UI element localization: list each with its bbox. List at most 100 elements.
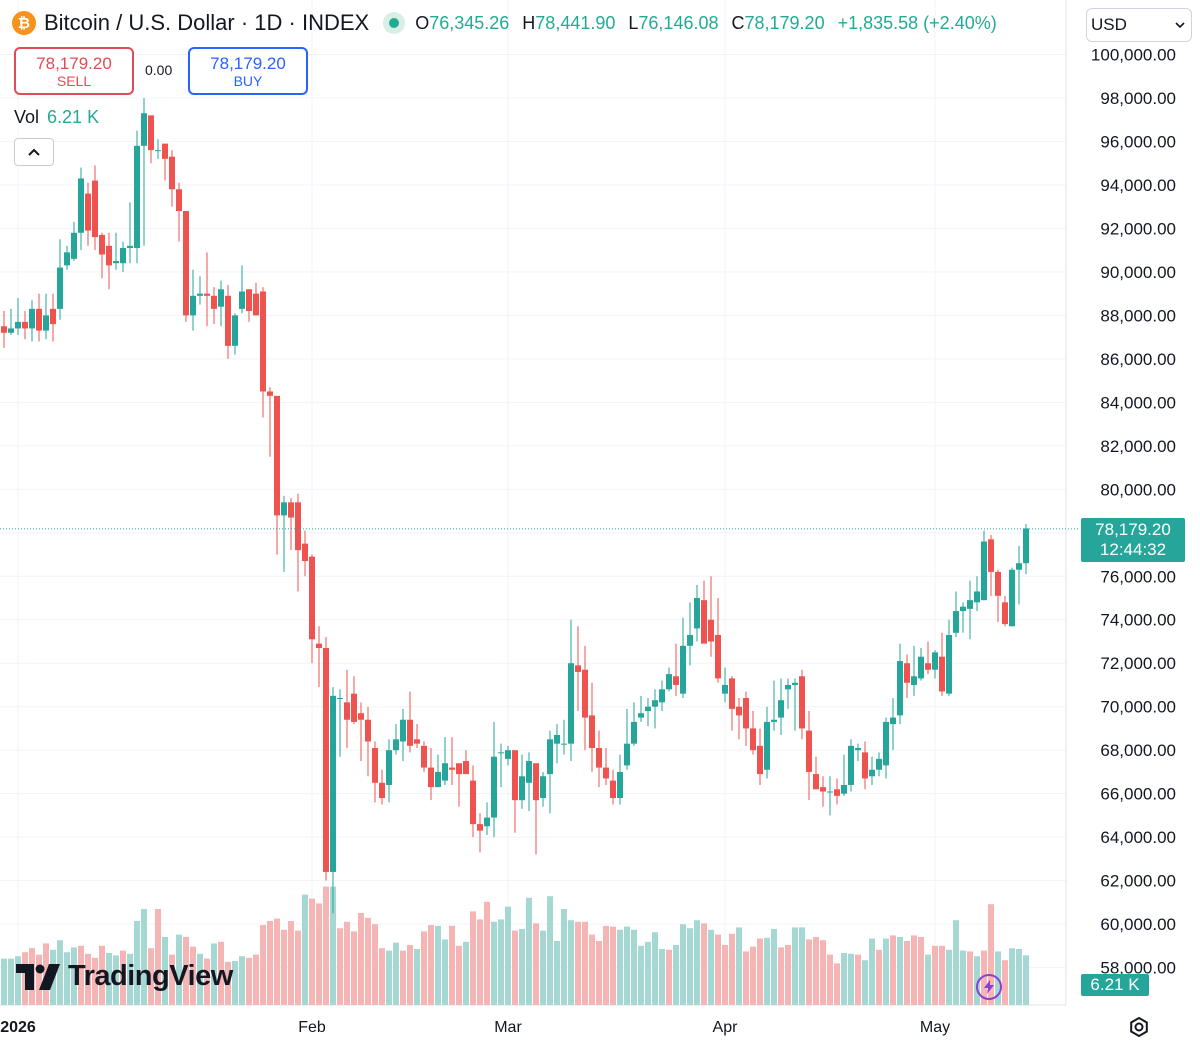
buy-button[interactable]: 78,179.20 BUY	[188, 47, 308, 95]
volume-bar	[638, 945, 644, 1005]
candle-body	[421, 745, 427, 768]
candle-body	[204, 293, 210, 296]
volume-bar	[526, 897, 532, 1005]
volume-bar	[624, 926, 630, 1005]
volume-bar	[449, 925, 455, 1005]
lightning-icon[interactable]	[976, 974, 1002, 1000]
x-tick-label: May	[920, 1019, 950, 1036]
volume-bar	[666, 949, 672, 1005]
volume-bar	[78, 945, 84, 1005]
change-value: +1,835.58 (+2.40%)	[837, 12, 997, 33]
candle-body	[246, 289, 252, 312]
volume-bar	[169, 954, 175, 1005]
volume-bar	[750, 946, 756, 1005]
currency-select[interactable]: USD	[1086, 8, 1192, 42]
candle-body	[897, 661, 903, 716]
candle-body	[302, 543, 308, 562]
volume-bar	[617, 929, 623, 1005]
market-status-icon[interactable]	[383, 12, 406, 34]
volume-bar	[36, 954, 42, 1005]
candle-body	[386, 750, 392, 785]
candle-body	[729, 678, 735, 709]
volume-bar	[498, 919, 504, 1005]
volume-bar	[778, 947, 784, 1005]
tradingview-logo[interactable]: TradingView	[16, 960, 233, 993]
volume-bar	[365, 917, 371, 1005]
volume-bar	[764, 937, 770, 1005]
volume-bar	[323, 886, 329, 1005]
candle-body	[995, 571, 1001, 596]
candle-body	[92, 180, 98, 238]
candle-body	[407, 719, 413, 746]
candle-body	[78, 178, 84, 233]
volume-bar	[932, 945, 938, 1005]
volume-bar	[925, 954, 931, 1005]
candle-body	[904, 663, 910, 683]
symbol-title[interactable]: Bitcoin / U.S. Dollar · 1D · INDEX	[44, 10, 370, 35]
candle-body	[288, 502, 294, 518]
candle-body	[190, 295, 196, 316]
volume-bar	[337, 928, 343, 1005]
candle-body	[722, 684, 728, 694]
x-tick-label: 2026	[0, 1019, 36, 1036]
last-price-tag: 78,179.20 12:44:32	[1081, 518, 1185, 562]
volume-bar	[71, 947, 77, 1005]
candle-body	[127, 245, 133, 248]
volume-bar	[183, 937, 189, 1005]
volume-bar	[806, 939, 812, 1005]
y-tick-label: 98,000.00	[1100, 89, 1176, 108]
y-tick-label: 92,000.00	[1100, 219, 1176, 238]
y-tick-label: 76,000.00	[1100, 567, 1176, 586]
high-label: H	[522, 12, 536, 33]
volume-bar	[204, 958, 210, 1005]
candle-body	[596, 748, 602, 768]
chevron-down-icon	[1175, 22, 1185, 29]
volume-bar	[673, 945, 679, 1005]
volume-bar	[561, 909, 567, 1005]
volume-bar	[85, 953, 91, 1005]
candle-body	[848, 745, 854, 785]
candle-body	[113, 261, 119, 264]
candle-body	[911, 676, 917, 685]
candle-body	[274, 395, 280, 516]
volume-bar	[428, 925, 434, 1005]
candle-body	[22, 321, 28, 329]
candle-body	[687, 634, 693, 646]
settings-gear-icon[interactable]	[1126, 1014, 1152, 1040]
volume-bar	[876, 949, 882, 1005]
volume-bar	[771, 929, 777, 1005]
volume-bar	[442, 939, 448, 1005]
candle-body	[526, 761, 532, 783]
volume-bar	[120, 950, 126, 1005]
volume-bar	[953, 920, 959, 1005]
volume-bar	[288, 921, 294, 1005]
collapse-legend-button[interactable]	[14, 138, 54, 166]
candle-body	[701, 600, 707, 644]
volume-bar	[533, 923, 539, 1005]
tradingview-wordmark: TradingView	[68, 960, 233, 992]
candle-body	[211, 295, 217, 309]
candle-body	[64, 252, 70, 266]
volume-bar	[239, 956, 245, 1005]
candle-body	[316, 643, 322, 649]
candle-body	[925, 663, 931, 670]
candle-body	[225, 295, 231, 346]
sell-button[interactable]: 78,179.20 SELL	[14, 47, 134, 95]
volume-bar	[246, 957, 252, 1005]
candle-body	[988, 539, 994, 572]
volume-bar	[897, 937, 903, 1005]
candle-body	[442, 763, 448, 781]
volume-bar	[176, 934, 182, 1005]
candle-body	[106, 245, 112, 266]
candle-body	[71, 232, 77, 259]
volume-bar	[127, 953, 133, 1005]
y-tick-label: 88,000.00	[1100, 306, 1176, 325]
candle-body	[344, 702, 350, 720]
y-tick-label: 100,000.00	[1091, 46, 1176, 65]
candle-body	[372, 748, 378, 783]
volume-bar	[708, 929, 714, 1005]
volume-bar	[379, 948, 385, 1005]
candle-body	[799, 676, 805, 729]
volume-bar	[813, 937, 819, 1005]
